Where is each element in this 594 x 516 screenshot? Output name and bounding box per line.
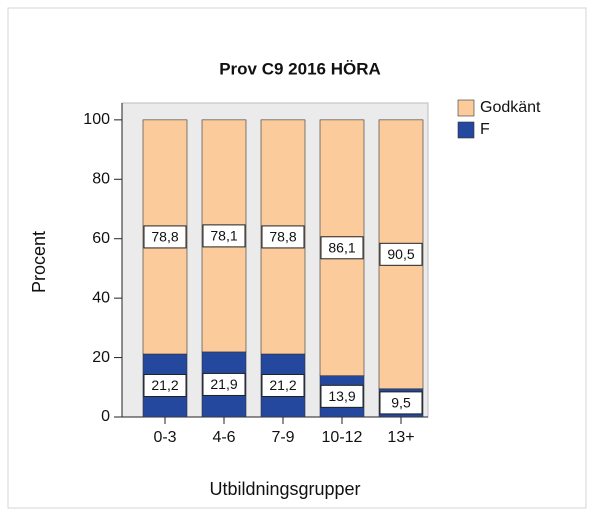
x-tick-label: 4-6 <box>212 429 235 446</box>
x-tick-label: 10-12 <box>322 429 363 446</box>
value-label-box <box>143 374 187 398</box>
value-label-box <box>202 372 246 396</box>
value-label: 21,9 <box>210 376 237 392</box>
y-tick-label: 40 <box>92 289 110 306</box>
value-label: 21,2 <box>151 377 178 393</box>
x-tick-label: 13+ <box>387 429 414 446</box>
value-label: 78,8 <box>269 229 296 245</box>
legend-label: F <box>480 121 490 138</box>
value-label-box <box>320 384 364 408</box>
value-label: 13,9 <box>328 388 355 404</box>
value-label: 90,5 <box>387 246 414 262</box>
value-label-box <box>261 374 305 398</box>
value-label: 86,1 <box>328 239 355 255</box>
y-tick-label: 80 <box>92 171 110 188</box>
value-label-box <box>320 236 364 260</box>
y-tick-label: 0 <box>101 408 110 425</box>
value-label-box <box>379 391 423 415</box>
y-tick-label: 100 <box>83 111 110 128</box>
x-tick-label: 7-9 <box>271 429 294 446</box>
value-label-box <box>261 225 305 249</box>
y-axis-label: Procent <box>29 231 49 293</box>
value-label: 9,5 <box>391 395 411 411</box>
legend-swatch <box>457 99 475 117</box>
value-label: 78,1 <box>210 228 237 244</box>
value-label-box <box>379 242 423 266</box>
chart-title: Prov C9 2016 HÖRA <box>219 59 381 78</box>
legend-label: Godkänt <box>480 99 541 116</box>
value-label: 78,8 <box>151 229 178 245</box>
value-label-box <box>143 225 187 249</box>
y-tick-label: 20 <box>92 349 110 366</box>
x-tick-label: 0-3 <box>153 429 176 446</box>
value-label: 21,2 <box>269 377 296 393</box>
legend-swatch <box>457 121 475 139</box>
y-tick-label: 60 <box>92 230 110 247</box>
x-axis-label: Utbildningsgrupper <box>209 479 360 499</box>
value-label-box <box>202 224 246 248</box>
